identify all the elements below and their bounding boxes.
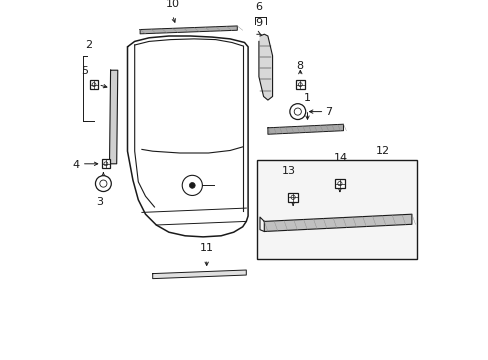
Bar bbox=[257, 160, 416, 259]
Text: 1: 1 bbox=[304, 93, 310, 103]
Text: 13: 13 bbox=[281, 166, 295, 176]
Text: 8: 8 bbox=[296, 61, 303, 71]
Text: 9: 9 bbox=[255, 18, 262, 28]
Polygon shape bbox=[258, 34, 272, 100]
Circle shape bbox=[189, 183, 195, 188]
Text: 5: 5 bbox=[81, 66, 88, 76]
Text: 14: 14 bbox=[333, 153, 347, 163]
Text: 12: 12 bbox=[375, 145, 389, 156]
Text: 4: 4 bbox=[72, 159, 80, 170]
Text: 11: 11 bbox=[199, 243, 213, 253]
Text: 3: 3 bbox=[96, 197, 103, 207]
Polygon shape bbox=[264, 214, 411, 231]
Polygon shape bbox=[109, 70, 118, 164]
Text: 2: 2 bbox=[85, 40, 92, 50]
Polygon shape bbox=[152, 270, 246, 279]
Bar bbox=[295, 80, 304, 89]
Bar bbox=[288, 193, 297, 202]
Bar bbox=[335, 179, 344, 188]
Polygon shape bbox=[140, 26, 237, 34]
Text: 6: 6 bbox=[255, 1, 262, 12]
Bar bbox=[89, 80, 98, 89]
Text: 7: 7 bbox=[325, 107, 332, 117]
Circle shape bbox=[289, 104, 305, 120]
Bar bbox=[102, 159, 110, 168]
Polygon shape bbox=[267, 124, 343, 134]
Text: 10: 10 bbox=[165, 0, 179, 9]
Circle shape bbox=[95, 176, 111, 192]
